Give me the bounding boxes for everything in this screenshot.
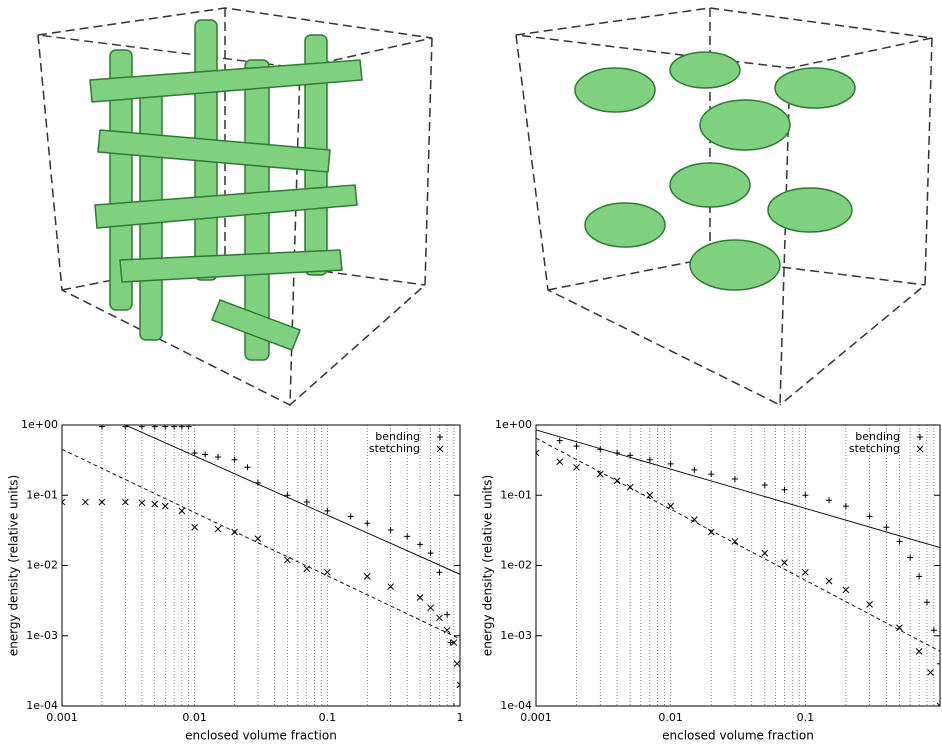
point: [574, 464, 580, 470]
point: [436, 569, 442, 575]
point: [99, 499, 105, 505]
legend-marker: [437, 434, 443, 440]
point: [931, 627, 937, 633]
legend-marker: [917, 434, 923, 440]
point: [244, 464, 250, 470]
point: [428, 550, 434, 556]
point: [82, 499, 88, 505]
x-axis-label: enclosed volume fraction: [185, 729, 337, 743]
point: [202, 452, 208, 458]
point: [304, 499, 310, 505]
point: [647, 457, 653, 463]
point: [668, 461, 674, 467]
point: [826, 497, 832, 503]
point: [324, 569, 330, 575]
point: [708, 529, 714, 535]
plot-content: [533, 430, 942, 709]
y-tick-label: 1e-02: [500, 559, 532, 572]
point: [444, 612, 450, 618]
point: [691, 517, 697, 523]
point: [122, 499, 128, 505]
point: [436, 615, 442, 621]
legend-label: stetching: [369, 442, 420, 455]
y-tick-label: 1e-03: [26, 629, 58, 642]
point: [162, 424, 168, 430]
point: [448, 640, 454, 646]
x-axis-label: enclosed volume fraction: [662, 729, 814, 743]
point: [232, 457, 238, 463]
y-tick-label: 1e+00: [21, 418, 58, 431]
point: [843, 503, 849, 509]
point: [348, 513, 354, 519]
y-tick-label: 1e-03: [500, 629, 532, 642]
point: [924, 599, 930, 605]
point: [186, 424, 192, 430]
point: [826, 578, 832, 584]
point: [916, 573, 922, 579]
point: [883, 524, 889, 530]
chart: 0.001 0.01 0.1 1e-04 1e-03 1e-02 1e-01 1e+00 enc…: [481, 418, 942, 743]
point: [867, 513, 873, 519]
x-tick-label: 0.001: [520, 711, 552, 724]
fit-line: [62, 449, 460, 639]
y-tick-label: 1e-02: [26, 559, 58, 572]
point: [324, 508, 330, 514]
point: [691, 467, 697, 473]
point: [802, 569, 808, 575]
point: [896, 538, 902, 544]
render-right: [516, 8, 932, 405]
point: [454, 661, 460, 667]
plot-frame: [536, 425, 940, 706]
y-tick-label: 1e-01: [500, 488, 532, 501]
point: [171, 424, 177, 430]
x-tick-label: 0.1: [797, 711, 815, 724]
y-axis-label: energy density (relative units): [481, 475, 495, 656]
figure: 0.001 0.01 0.1 1 1e-04 1e-03 1e-02 1e-01 1e+00 en…: [0, 0, 942, 744]
point: [557, 438, 563, 444]
point: [451, 703, 457, 709]
x-tick-label: 0.01: [658, 711, 683, 724]
point: [781, 487, 787, 493]
y-tick-label: 1e-04: [500, 699, 532, 712]
chart: 0.001 0.01 0.1 1 1e-04 1e-03 1e-02 1e-01 1e+00 en…: [7, 418, 464, 743]
point: [152, 424, 158, 430]
point: [192, 524, 198, 530]
point: [122, 424, 128, 430]
point: [557, 459, 563, 465]
point: [179, 424, 185, 430]
x-tick-label: 0.001: [46, 711, 78, 724]
y-tick-label: 1e-04: [26, 699, 58, 712]
point: [215, 454, 221, 460]
point: [907, 554, 913, 560]
x-tick-label: 0.01: [182, 711, 207, 724]
point: [99, 424, 105, 430]
point: [139, 424, 145, 430]
x-tick-label: 0.1: [319, 711, 337, 724]
legend-marker: [917, 446, 923, 452]
point: [404, 533, 410, 539]
render-left: [38, 8, 432, 405]
point: [417, 541, 423, 547]
point: [388, 527, 394, 533]
point: [162, 503, 168, 509]
point: [802, 492, 808, 498]
point: [574, 443, 580, 449]
x-tick-label: 1: [457, 711, 464, 724]
y-tick-label: 1e-01: [26, 488, 58, 501]
plot-content: [59, 424, 463, 709]
point: [927, 669, 933, 675]
legend-label: stetching: [849, 442, 900, 455]
point: [937, 661, 942, 667]
plot-frame: [62, 425, 460, 706]
point: [762, 482, 768, 488]
point: [708, 471, 714, 477]
y-axis-label: energy density (relative units): [7, 475, 21, 656]
point: [215, 526, 221, 532]
legend-marker: [437, 446, 443, 452]
fit-line: [536, 438, 940, 651]
point: [364, 520, 370, 526]
y-tick-label: 1e+00: [495, 418, 532, 431]
point: [732, 476, 738, 482]
